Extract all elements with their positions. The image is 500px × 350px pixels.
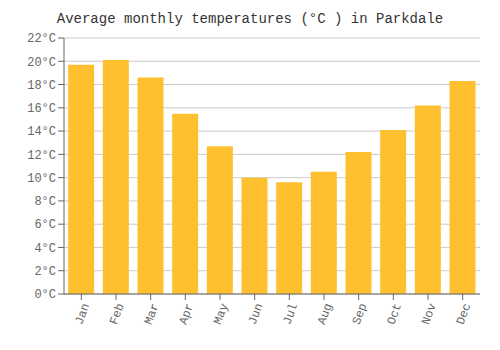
svg-text:14°C: 14°C [27, 125, 56, 139]
svg-text:May: May [211, 301, 232, 326]
svg-text:0°C: 0°C [34, 288, 56, 302]
svg-text:20°C: 20°C [27, 56, 56, 70]
svg-text:Apr: Apr [177, 301, 198, 326]
html-text:Average monthly temperatures (: Average monthly temperatures (°C ) in Pa… [56, 11, 444, 27]
svg-text:16°C: 16°C [27, 102, 56, 116]
svg-text:Feb: Feb [107, 301, 128, 326]
svg-text:4°C: 4°C [34, 242, 56, 256]
svg-text:Aug: Aug [315, 301, 336, 326]
svg-text:Mar: Mar [142, 301, 163, 326]
svg-text:12°C: 12°C [27, 149, 56, 163]
svg-text:Jun: Jun [246, 301, 267, 326]
svg-text:Sep: Sep [350, 301, 371, 326]
svg-text:10°C: 10°C [27, 172, 56, 186]
svg-text:8°C: 8°C [34, 195, 56, 209]
svg-text:Jul: Jul [281, 301, 302, 326]
svg-text:Dec: Dec [454, 301, 475, 326]
svg-text:Oct: Oct [385, 301, 406, 326]
svg-text:2°C: 2°C [34, 265, 56, 279]
svg-text:Jan: Jan [73, 301, 94, 326]
svg-text:18°C: 18°C [27, 79, 56, 93]
svg-text:6°C: 6°C [34, 218, 56, 232]
svg-text:22°C: 22°C [27, 32, 56, 46]
svg-text:Nov: Nov [419, 301, 440, 326]
